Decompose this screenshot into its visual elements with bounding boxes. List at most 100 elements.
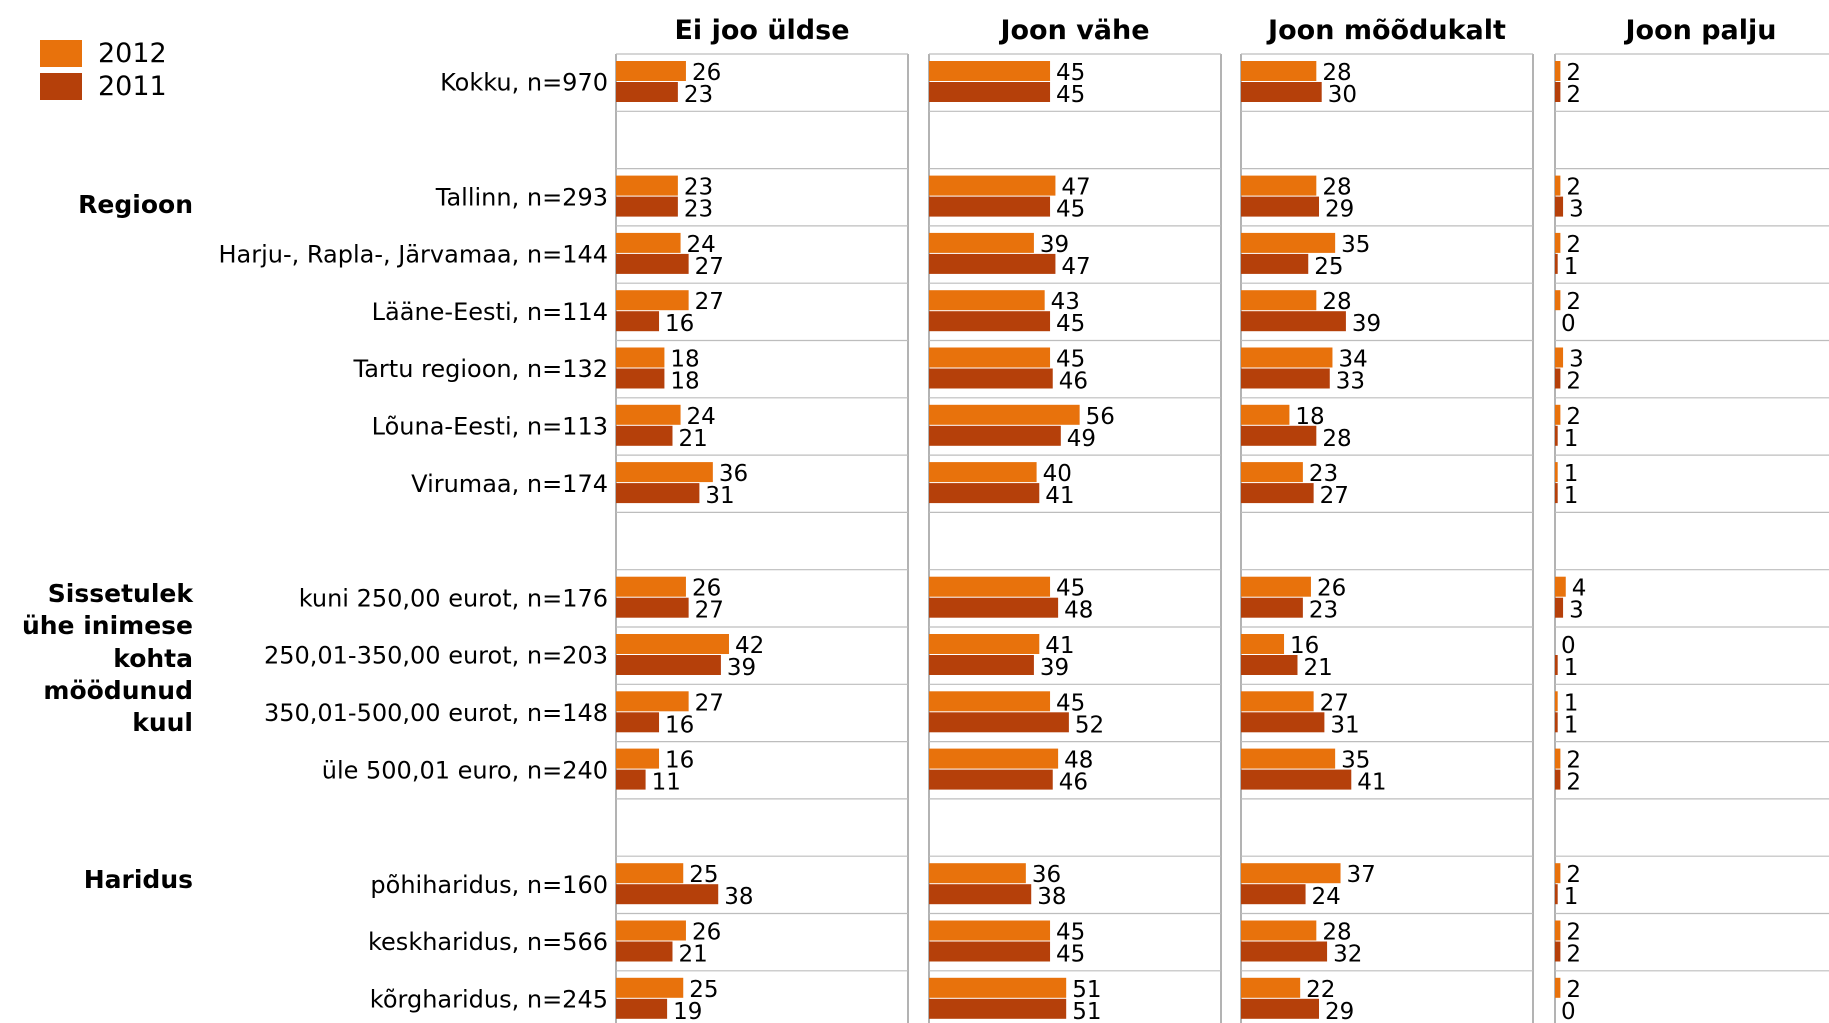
- value-label-2012: 16: [1290, 633, 1319, 659]
- value-label-2012: 27: [695, 690, 724, 716]
- value-label-2012: 35: [1341, 232, 1370, 258]
- value-label-2012: 18: [1295, 404, 1324, 430]
- value-label-2011: 2: [1566, 369, 1581, 395]
- value-label-2012: 26: [692, 60, 721, 86]
- bar-2011: [1241, 425, 1317, 446]
- bar-2011: [616, 998, 668, 1019]
- value-label-2011: 0: [1561, 999, 1576, 1023]
- row-label: Tallinn, n=293: [435, 183, 608, 211]
- value-label-2012: 41: [1045, 633, 1074, 659]
- value-label-2011: 23: [684, 197, 713, 223]
- bar-2011: [1555, 368, 1561, 389]
- value-label-2011: 46: [1059, 770, 1088, 796]
- bar-2011: [1555, 597, 1564, 618]
- bar-2011: [929, 941, 1051, 962]
- bar-2012: [1241, 462, 1303, 483]
- bar-2012: [616, 175, 678, 196]
- legend-label-2011: 2011: [98, 71, 167, 102]
- bar-2012: [616, 61, 686, 81]
- value-label-2012: 34: [1338, 347, 1367, 373]
- bar-2011: [929, 884, 1032, 905]
- bar-2011: [1241, 884, 1306, 905]
- bar-2012: [616, 634, 729, 654]
- bar-2011: [1555, 884, 1558, 905]
- bar-2012: [1241, 290, 1317, 311]
- bar-2012: [1555, 61, 1561, 81]
- value-label-2012: 45: [1056, 576, 1085, 602]
- bar-2011: [929, 311, 1051, 332]
- bar-2012: [1555, 404, 1561, 425]
- bar-2011: [1555, 253, 1558, 274]
- bar-2011: [616, 425, 673, 446]
- value-label-2011: 21: [678, 942, 707, 968]
- bar-2011: [929, 655, 1034, 675]
- value-label-2011: 27: [695, 254, 724, 280]
- value-label-2012: 2: [1566, 175, 1581, 201]
- bar-2011: [616, 253, 689, 274]
- bar-2011: [929, 253, 1056, 274]
- bar-2011: [1241, 483, 1314, 504]
- value-label-2011: 39: [727, 655, 756, 681]
- bar-2012: [929, 290, 1045, 311]
- value-label-2011: 38: [1037, 884, 1066, 910]
- value-label-2011: 19: [673, 999, 702, 1023]
- value-label-2012: 40: [1043, 461, 1072, 487]
- bar-2012: [1555, 576, 1566, 597]
- bar-2011: [616, 769, 646, 790]
- row-label: Harju-, Rapla-, Järvamaa, n=144: [218, 241, 608, 269]
- bar-2011: [1555, 82, 1561, 102]
- value-label-2012: 26: [692, 576, 721, 602]
- bar-2012: [1555, 462, 1558, 483]
- value-label-2011: 33: [1336, 369, 1365, 395]
- bar-2011: [929, 483, 1040, 504]
- value-label-2012: 22: [1306, 977, 1335, 1003]
- bar-2011: [616, 597, 689, 618]
- bar-2012: [616, 863, 684, 884]
- bar-2011: [616, 82, 678, 102]
- value-label-2012: 28: [1322, 60, 1351, 86]
- bar-2012: [1241, 920, 1317, 941]
- value-label-2011: 32: [1333, 942, 1362, 968]
- bar-2012: [929, 977, 1067, 998]
- bar-2012: [1241, 576, 1311, 597]
- bar-2011: [929, 425, 1061, 446]
- group-label: Sissetulek: [48, 579, 195, 608]
- bar-2011: [1555, 483, 1558, 504]
- bar-2012: [616, 462, 713, 483]
- bar-2012: [1241, 977, 1301, 998]
- value-label-2012: 23: [1309, 461, 1338, 487]
- row-label: Lääne-Eesti, n=114: [372, 298, 608, 326]
- bar-2012: [616, 920, 686, 941]
- bar-2012: [929, 863, 1026, 884]
- bar-2012: [929, 232, 1034, 253]
- group-label: kohta: [113, 644, 193, 673]
- panel-title: Joon palju: [1623, 15, 1776, 46]
- bar-2011: [1241, 769, 1352, 790]
- value-label-2012: 2: [1566, 748, 1581, 774]
- value-label-2011: 47: [1061, 254, 1090, 280]
- bar-2011: [1241, 311, 1346, 332]
- row-label: 350,01-500,00 eurot, n=148: [264, 699, 608, 727]
- value-label-2012: 27: [695, 289, 724, 315]
- value-label-2012: 43: [1051, 289, 1080, 315]
- bar-2012: [1555, 920, 1561, 941]
- bar-2011: [929, 196, 1051, 217]
- value-label-2011: 2: [1566, 770, 1581, 796]
- row-label: põhiharidus, n=160: [370, 871, 608, 899]
- bar-2011: [929, 712, 1069, 733]
- value-label-2012: 1: [1564, 461, 1579, 487]
- value-label-2012: 4: [1572, 576, 1587, 602]
- bar-2012: [1241, 634, 1285, 654]
- bar-2012: [1555, 691, 1558, 712]
- value-label-2011: 1: [1564, 712, 1579, 738]
- row-label: kõrgharidus, n=245: [370, 985, 608, 1013]
- value-label-2012: 0: [1561, 633, 1576, 659]
- value-label-2011: 39: [1040, 655, 1069, 681]
- bar-2012: [929, 691, 1051, 712]
- bar-2011: [929, 82, 1051, 102]
- bar-2011: [1555, 655, 1558, 675]
- value-label-2012: 36: [719, 461, 748, 487]
- value-label-2012: 51: [1072, 977, 1101, 1003]
- panel-title: Joon mõõdukalt: [1266, 15, 1506, 46]
